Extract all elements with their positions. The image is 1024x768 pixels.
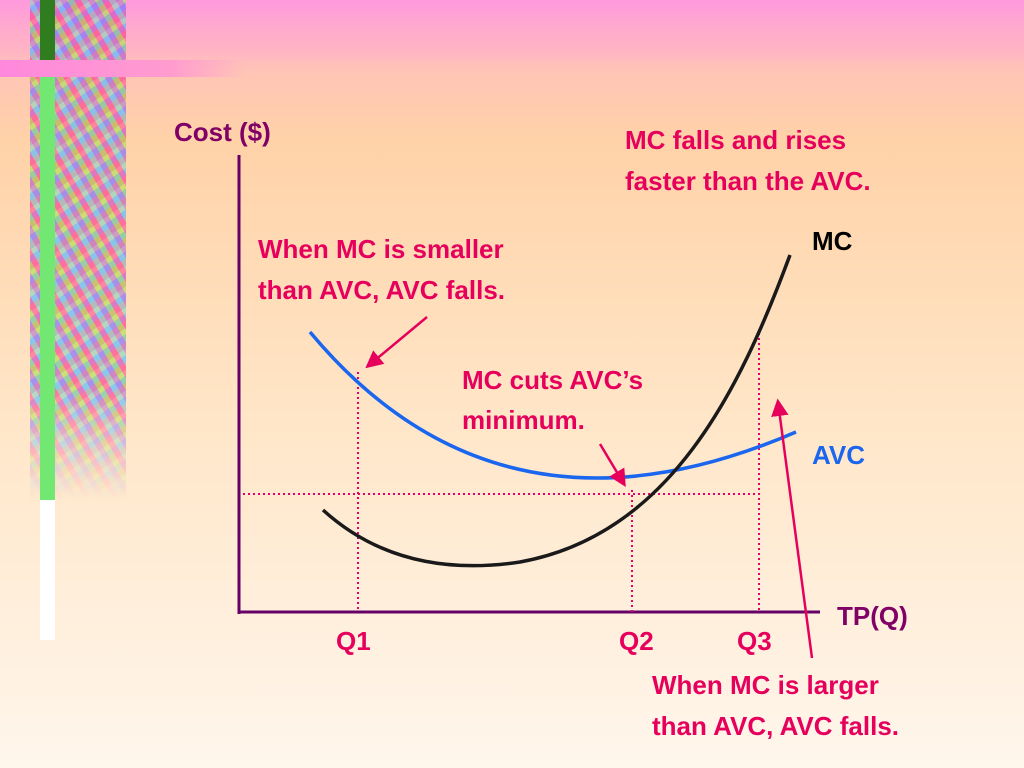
tick-label-q1: Q1 <box>336 626 371 656</box>
tick-label-q3: Q3 <box>737 626 772 656</box>
bottom-annotation-arrow <box>771 398 814 659</box>
decorative-stripe-dark <box>40 0 55 64</box>
annotation-middle-line-1: MC cuts AVC’s <box>462 365 643 395</box>
middle-annotation-arrow <box>598 443 626 488</box>
decorative-horizontal-bar <box>0 60 245 77</box>
annotation-middle-line-2: minimum. <box>462 405 585 435</box>
annotation-left-line-2: than AVC, AVC falls. <box>258 275 505 305</box>
left-annotation-arrow <box>365 316 428 369</box>
annotation-left-line-1: When MC is smaller <box>258 234 504 264</box>
tick-label-q2: Q2 <box>619 626 654 656</box>
annotation-bottom-line-1: When MC is larger <box>652 670 879 700</box>
y-axis-label: Cost ($) <box>174 117 271 147</box>
decorative-stripe-white <box>40 500 55 640</box>
avc-curve-label: AVC <box>812 440 865 470</box>
mc-curve-label: MC <box>812 226 853 256</box>
avc-curve <box>308 330 797 480</box>
annotation-bottom-line-2: than AVC, AVC falls. <box>652 711 899 741</box>
decorative-stripe-green <box>40 64 55 500</box>
x-axis-label: TP(Q) <box>837 601 908 631</box>
mc-curve <box>321 254 792 568</box>
annotation-top-right-line-2: faster than the AVC. <box>625 166 871 196</box>
top-gradient-band <box>0 0 1024 70</box>
annotation-top-right-line-1: MC falls and rises <box>625 125 846 155</box>
